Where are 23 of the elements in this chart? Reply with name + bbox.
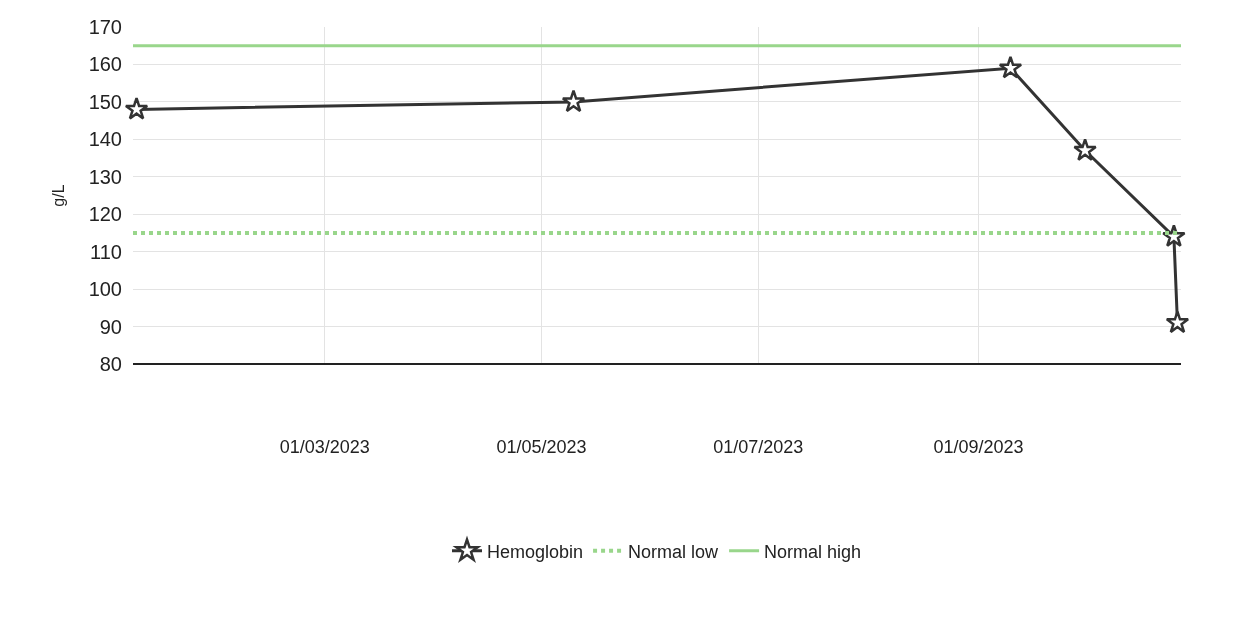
- x-tick-label: 01/03/2023: [279, 437, 370, 457]
- x-tick-label: 01/05/2023: [496, 437, 587, 457]
- point: [1073, 138, 1097, 161]
- y-tick-label: 150: [88, 90, 122, 113]
- y-axis-title: g/L: [49, 184, 67, 207]
- y-tick-label: 120: [88, 203, 122, 226]
- point: [998, 55, 1023, 79]
- point: [561, 89, 586, 113]
- y-tick-label: 90: [99, 315, 122, 338]
- y-tick-label: 110: [90, 240, 122, 263]
- y-tick-label: 160: [88, 53, 122, 76]
- point: [1165, 310, 1190, 334]
- point: [124, 96, 149, 120]
- legend-label: Normal high: [764, 541, 862, 562]
- y-tick-label: 170: [88, 16, 122, 38]
- x-tick-label: 01/07/2023: [713, 437, 804, 457]
- y-tick-label: 100: [88, 278, 122, 301]
- legend-label: Hemoglobin: [487, 541, 584, 562]
- y-tick-label: 140: [88, 128, 122, 151]
- y-tick-label: 130: [88, 165, 122, 188]
- y-tick-label: 80: [99, 353, 122, 375]
- x-tick-label: 01/09/2023: [933, 437, 1024, 457]
- legend-label: Normal low: [628, 541, 720, 562]
